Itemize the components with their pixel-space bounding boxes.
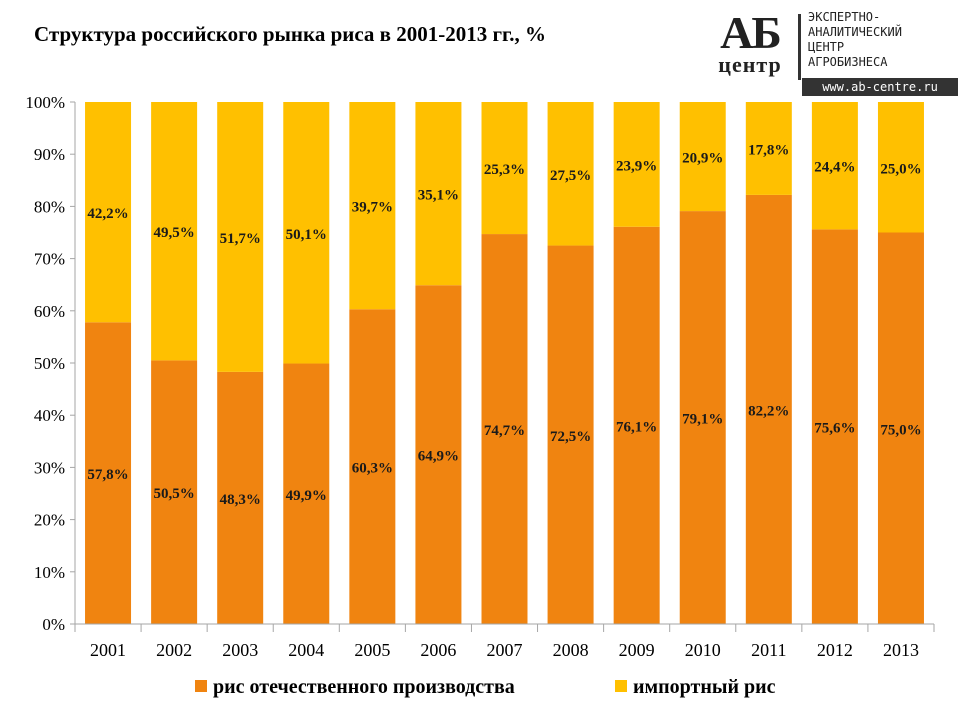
x-tick-label: 2004	[288, 640, 324, 660]
x-tick-label: 2009	[619, 640, 655, 660]
legend-item-domestic: рис отечественного производства	[195, 676, 515, 699]
bar-domestic	[613, 226, 660, 624]
x-tick-label: 2007	[487, 640, 523, 660]
bar-import	[151, 102, 198, 361]
y-tick-label: 90%	[34, 145, 65, 164]
x-tick-label: 2010	[685, 640, 721, 660]
x-tick-label: 2005	[354, 640, 390, 660]
bar-import	[349, 102, 396, 310]
data-label-import: 24,4%	[814, 160, 855, 176]
bar-import	[283, 102, 330, 364]
bar-import	[415, 102, 462, 286]
logo-text: ЭКСПЕРТНО- АНАЛИТИЧЕСКИЙ ЦЕНТР АГРОБИЗНЕ…	[808, 10, 958, 70]
legend-item-import: импортный рис	[615, 676, 776, 699]
logo-line: ЦЕНТР	[808, 40, 845, 54]
bar-import	[613, 102, 660, 227]
data-label-domestic: 79,1%	[682, 412, 723, 428]
y-tick-label: 10%	[34, 563, 65, 582]
bar-domestic	[85, 322, 132, 624]
ab-centre-logo: АБ центр ЭКСПЕРТНО- АНАЛИТИЧЕСКИЙ ЦЕНТР …	[706, 8, 958, 96]
data-label-import: 50,1%	[286, 227, 327, 243]
logo-line: ЭКСПЕРТНО-	[808, 10, 881, 24]
bar-domestic	[283, 363, 330, 624]
bar-import	[811, 102, 858, 230]
logo-mark: АБ центр	[706, 8, 794, 86]
y-tick-label: 80%	[34, 197, 65, 216]
logo-mark-top: АБ	[720, 7, 782, 58]
bar-import	[679, 102, 726, 212]
x-tick-label: 2001	[90, 640, 126, 660]
x-tick-label: 2013	[883, 640, 919, 660]
bar-domestic	[217, 371, 264, 624]
bar-domestic	[151, 360, 198, 624]
logo-divider	[798, 14, 801, 80]
y-tick-label: 0%	[42, 615, 65, 634]
y-tick-label: 100%	[25, 93, 65, 112]
data-label-domestic: 49,9%	[286, 488, 327, 504]
data-label-domestic: 75,6%	[814, 421, 855, 437]
logo-url: www.ab-centre.ru	[802, 78, 958, 96]
bar-domestic	[547, 245, 594, 625]
x-tick-label: 2003	[222, 640, 258, 660]
bar-import	[85, 102, 132, 323]
y-tick-label: 40%	[34, 406, 65, 425]
data-label-import: 35,1%	[418, 188, 459, 204]
y-tick-label: 20%	[34, 511, 65, 530]
logo-line: АГРОБИЗНЕСА	[808, 55, 888, 69]
x-tick-label: 2006	[420, 640, 456, 660]
bar-domestic	[415, 285, 462, 624]
data-label-domestic: 76,1%	[616, 419, 657, 435]
data-label-import: 51,7%	[220, 231, 261, 247]
bar-domestic	[481, 234, 528, 625]
bar-import	[745, 102, 792, 195]
data-label-domestic: 48,3%	[220, 492, 261, 508]
bar-domestic	[349, 309, 396, 624]
bar-domestic	[877, 232, 924, 624]
bar-domestic	[745, 194, 792, 624]
data-label-import: 39,7%	[352, 200, 393, 216]
data-label-import: 42,2%	[87, 206, 128, 222]
bar-import	[547, 102, 594, 246]
data-label-domestic: 64,9%	[418, 449, 459, 465]
data-label-import: 27,5%	[550, 168, 591, 184]
x-tick-label: 2002	[156, 640, 192, 660]
data-label-domestic: 82,2%	[748, 403, 789, 419]
data-label-import: 23,9%	[616, 158, 657, 174]
x-tick-label: 2008	[553, 640, 589, 660]
data-label-domestic: 57,8%	[87, 467, 128, 483]
bar-domestic	[679, 211, 726, 624]
data-label-import: 49,5%	[153, 225, 194, 241]
data-label-domestic: 74,7%	[484, 423, 525, 439]
x-tick-label: 2011	[751, 640, 786, 660]
data-label-import: 17,8%	[748, 142, 789, 158]
data-label-import: 20,9%	[682, 151, 723, 167]
bar-import	[481, 102, 528, 235]
y-tick-label: 30%	[34, 458, 65, 477]
x-tick-label: 2012	[817, 640, 853, 660]
y-tick-label: 70%	[34, 250, 65, 269]
data-label-domestic: 75,0%	[880, 422, 921, 438]
data-label-domestic: 50,5%	[153, 486, 194, 502]
logo-mark-bottom: центр	[718, 52, 782, 77]
legend-swatch-import	[615, 680, 627, 692]
bar-domestic	[811, 229, 858, 625]
logo-line: АНАЛИТИЧЕСКИЙ	[808, 25, 902, 39]
bar-import	[877, 102, 924, 233]
legend-label-import: импортный рис	[633, 676, 776, 698]
y-tick-label: 50%	[34, 354, 65, 373]
y-tick-label: 60%	[34, 302, 65, 321]
data-label-import: 25,3%	[484, 162, 525, 178]
data-label-domestic: 72,5%	[550, 429, 591, 445]
bar-import	[217, 102, 264, 372]
legend-swatch-domestic	[195, 680, 207, 692]
data-label-import: 25,0%	[880, 161, 921, 177]
data-label-domestic: 60,3%	[352, 461, 393, 477]
chart-title: Структура российского рынка риса в 2001-…	[34, 22, 546, 46]
legend-label-domestic: рис отечественного производства	[213, 676, 515, 698]
